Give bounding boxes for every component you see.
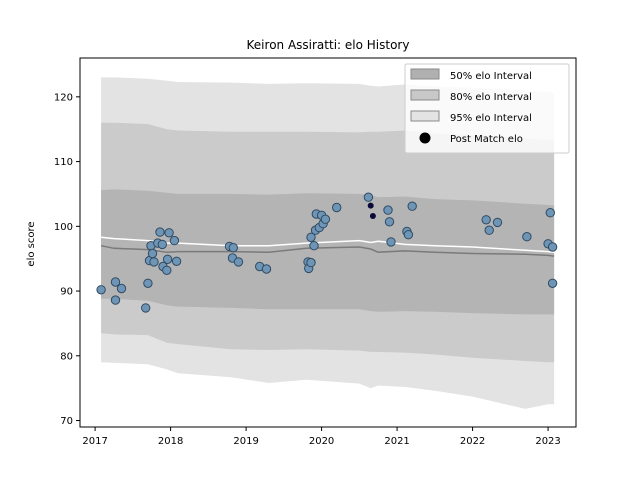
median-elo-line (100, 244, 555, 257)
match-point-20 (228, 243, 239, 253)
match-point-36 (332, 202, 342, 213)
legend-swatch-80 (410, 89, 440, 101)
match-point-40 (386, 237, 396, 247)
match-point-42 (403, 230, 414, 240)
match-point-50 (547, 242, 558, 252)
match-point-16 (164, 228, 174, 238)
match-point-1 (110, 277, 121, 287)
plot-area (96, 77, 558, 409)
match-point-24 (261, 264, 272, 274)
match-point-11 (155, 227, 165, 237)
legend-box (404, 63, 570, 154)
match-point-15 (162, 254, 173, 264)
match-point-37 (363, 192, 374, 202)
post-match-point-0 (367, 202, 374, 209)
x-tick-label-1: 2018 (158, 436, 183, 447)
match-point-2 (110, 295, 121, 305)
match-point-8 (147, 248, 158, 259)
legend-swatch-50 (410, 68, 440, 80)
match-point-45 (484, 225, 494, 235)
x-tick-label-4: 2021 (384, 436, 409, 447)
match-point-49 (545, 208, 555, 218)
match-point-14 (162, 265, 172, 275)
match-point-29 (309, 241, 319, 251)
match-point-44 (481, 215, 491, 225)
x-tick-label-6: 2023 (535, 436, 560, 447)
match-point-27 (306, 257, 316, 268)
y-tick-label-3: 100 (54, 222, 73, 233)
match-points (96, 192, 558, 313)
x-axis: 2017 2018 2019 2020 2021 2022 2023 (82, 427, 561, 447)
x-tick-label-5: 2022 (460, 436, 485, 447)
y-tick-label-1: 80 (60, 351, 73, 362)
legend-swatch-95 (410, 110, 440, 122)
y-tick-label-2: 90 (60, 287, 73, 298)
match-point-46 (492, 217, 503, 228)
legend-label-post-match: Post Match elo (450, 134, 523, 145)
match-point-51 (547, 278, 558, 288)
x-tick-label-0: 2017 (82, 436, 107, 447)
band-50-interval (101, 189, 555, 315)
y-tick-label-5: 120 (54, 92, 73, 103)
y-tick-label-4: 110 (54, 157, 73, 168)
match-point-28 (306, 232, 316, 243)
match-point-38 (383, 205, 393, 215)
match-point-47 (522, 232, 532, 242)
legend-label-50: 50% elo Interval (450, 71, 532, 82)
legend-label-95: 95% elo Interval (450, 113, 532, 124)
y-tick-label-0: 70 (60, 416, 73, 427)
legend: 50% elo Interval 80% elo Interval 95% el… (404, 63, 570, 154)
match-point-3 (116, 283, 127, 294)
match-point-22 (233, 257, 244, 267)
match-point-39 (384, 217, 395, 227)
match-point-35 (320, 214, 331, 224)
y-axis: 70 80 90 100 110 120 (54, 92, 80, 427)
match-point-4 (141, 303, 151, 313)
post-match-point-1 (369, 213, 376, 219)
match-point-5 (143, 278, 153, 288)
x-tick-label-2: 2019 (233, 436, 258, 447)
match-point-12 (157, 239, 168, 250)
x-tick-label-3: 2020 (309, 436, 334, 447)
chart-title: Keiron Assiratti: elo History (247, 38, 410, 52)
match-point-43 (407, 201, 417, 211)
legend-label-80: 80% elo Interval (450, 92, 532, 103)
axes-frame (79, 57, 577, 428)
match-point-17 (169, 235, 180, 246)
y-axis-label: elo score (26, 221, 37, 266)
post-match-points (367, 202, 376, 219)
match-point-9 (149, 257, 159, 267)
match-point-18 (171, 256, 182, 266)
match-point-0 (96, 285, 106, 295)
legend-marker-post-match (419, 132, 431, 144)
